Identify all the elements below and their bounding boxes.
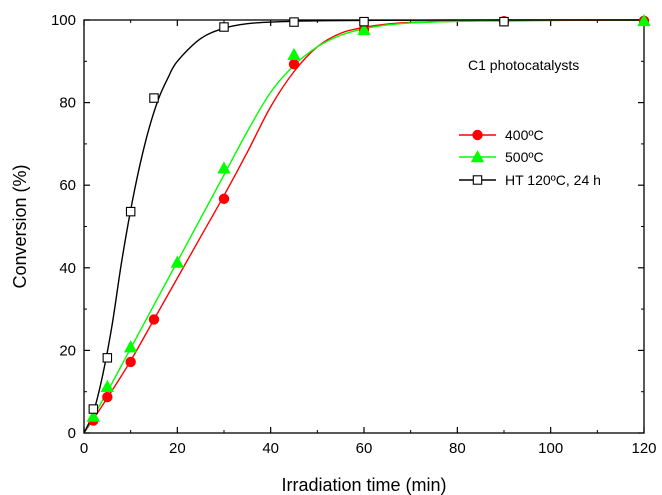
- legend-marker-2: [472, 175, 483, 185]
- series-1-point: [86, 409, 101, 422]
- series-1-point: [217, 161, 231, 174]
- legend-label-2: HT 120ºC, 24 h: [505, 172, 601, 188]
- series-2-point: [102, 353, 113, 363]
- series-1-point: [637, 14, 651, 27]
- legend-marker-0: [472, 129, 483, 141]
- series-1-point: [100, 379, 115, 393]
- y-axis-title: Conversion (%): [10, 164, 30, 288]
- x-tick-label: 60: [356, 440, 373, 457]
- plot-area: 0 20 40 60 80 100 120 0 20 40 60 80 100: [51, 12, 657, 457]
- x-tick-label: 40: [262, 440, 279, 457]
- series-2-point: [359, 16, 369, 27]
- legend: 400ºC 500ºC HT 120ºC, 24 h: [459, 127, 601, 188]
- x-axis-title: Irradiation time (min): [281, 475, 446, 495]
- series-1-point: [287, 47, 301, 60]
- series-2-point: [289, 17, 299, 27]
- series-0-point: [102, 391, 113, 403]
- series-1-point: [123, 340, 138, 353]
- plot-frame: [83, 19, 645, 434]
- series-1-fit-line: [84, 19, 645, 433]
- x-tick-label: 120: [631, 440, 656, 457]
- legend-label-0: 400ºC: [505, 127, 544, 143]
- series-0-point: [125, 356, 136, 368]
- series-2-point: [499, 16, 509, 27]
- x-tick-label: 80: [449, 440, 466, 457]
- series-2-point: [219, 22, 229, 32]
- y-tick-label: 20: [59, 342, 76, 359]
- x-tick-label: 100: [538, 440, 563, 457]
- x-tick-label: 20: [169, 440, 186, 457]
- series-2-point: [88, 404, 99, 414]
- legend-label-1: 500ºC: [505, 149, 544, 165]
- series-2-fit-line: [84, 19, 645, 433]
- series-2-point: [149, 93, 159, 103]
- series-1-point: [170, 255, 185, 268]
- y-tick-label: 0: [68, 425, 76, 442]
- series-2-point: [125, 206, 136, 217]
- y-tick-label: 80: [59, 95, 76, 112]
- y-tick-label: 60: [59, 177, 76, 194]
- series-0-fit-line: [84, 19, 645, 433]
- y-tick-label: 100: [51, 12, 76, 29]
- legend-title: C1 photocatalysts: [468, 57, 579, 73]
- series-1-point: [357, 23, 371, 36]
- x-tick-label: 0: [80, 440, 88, 457]
- series-0-point: [148, 314, 160, 325]
- series-0-point: [218, 193, 230, 205]
- legend-marker-1: [470, 150, 485, 163]
- y-tick-label: 40: [59, 260, 76, 277]
- series-0-point: [288, 58, 300, 70]
